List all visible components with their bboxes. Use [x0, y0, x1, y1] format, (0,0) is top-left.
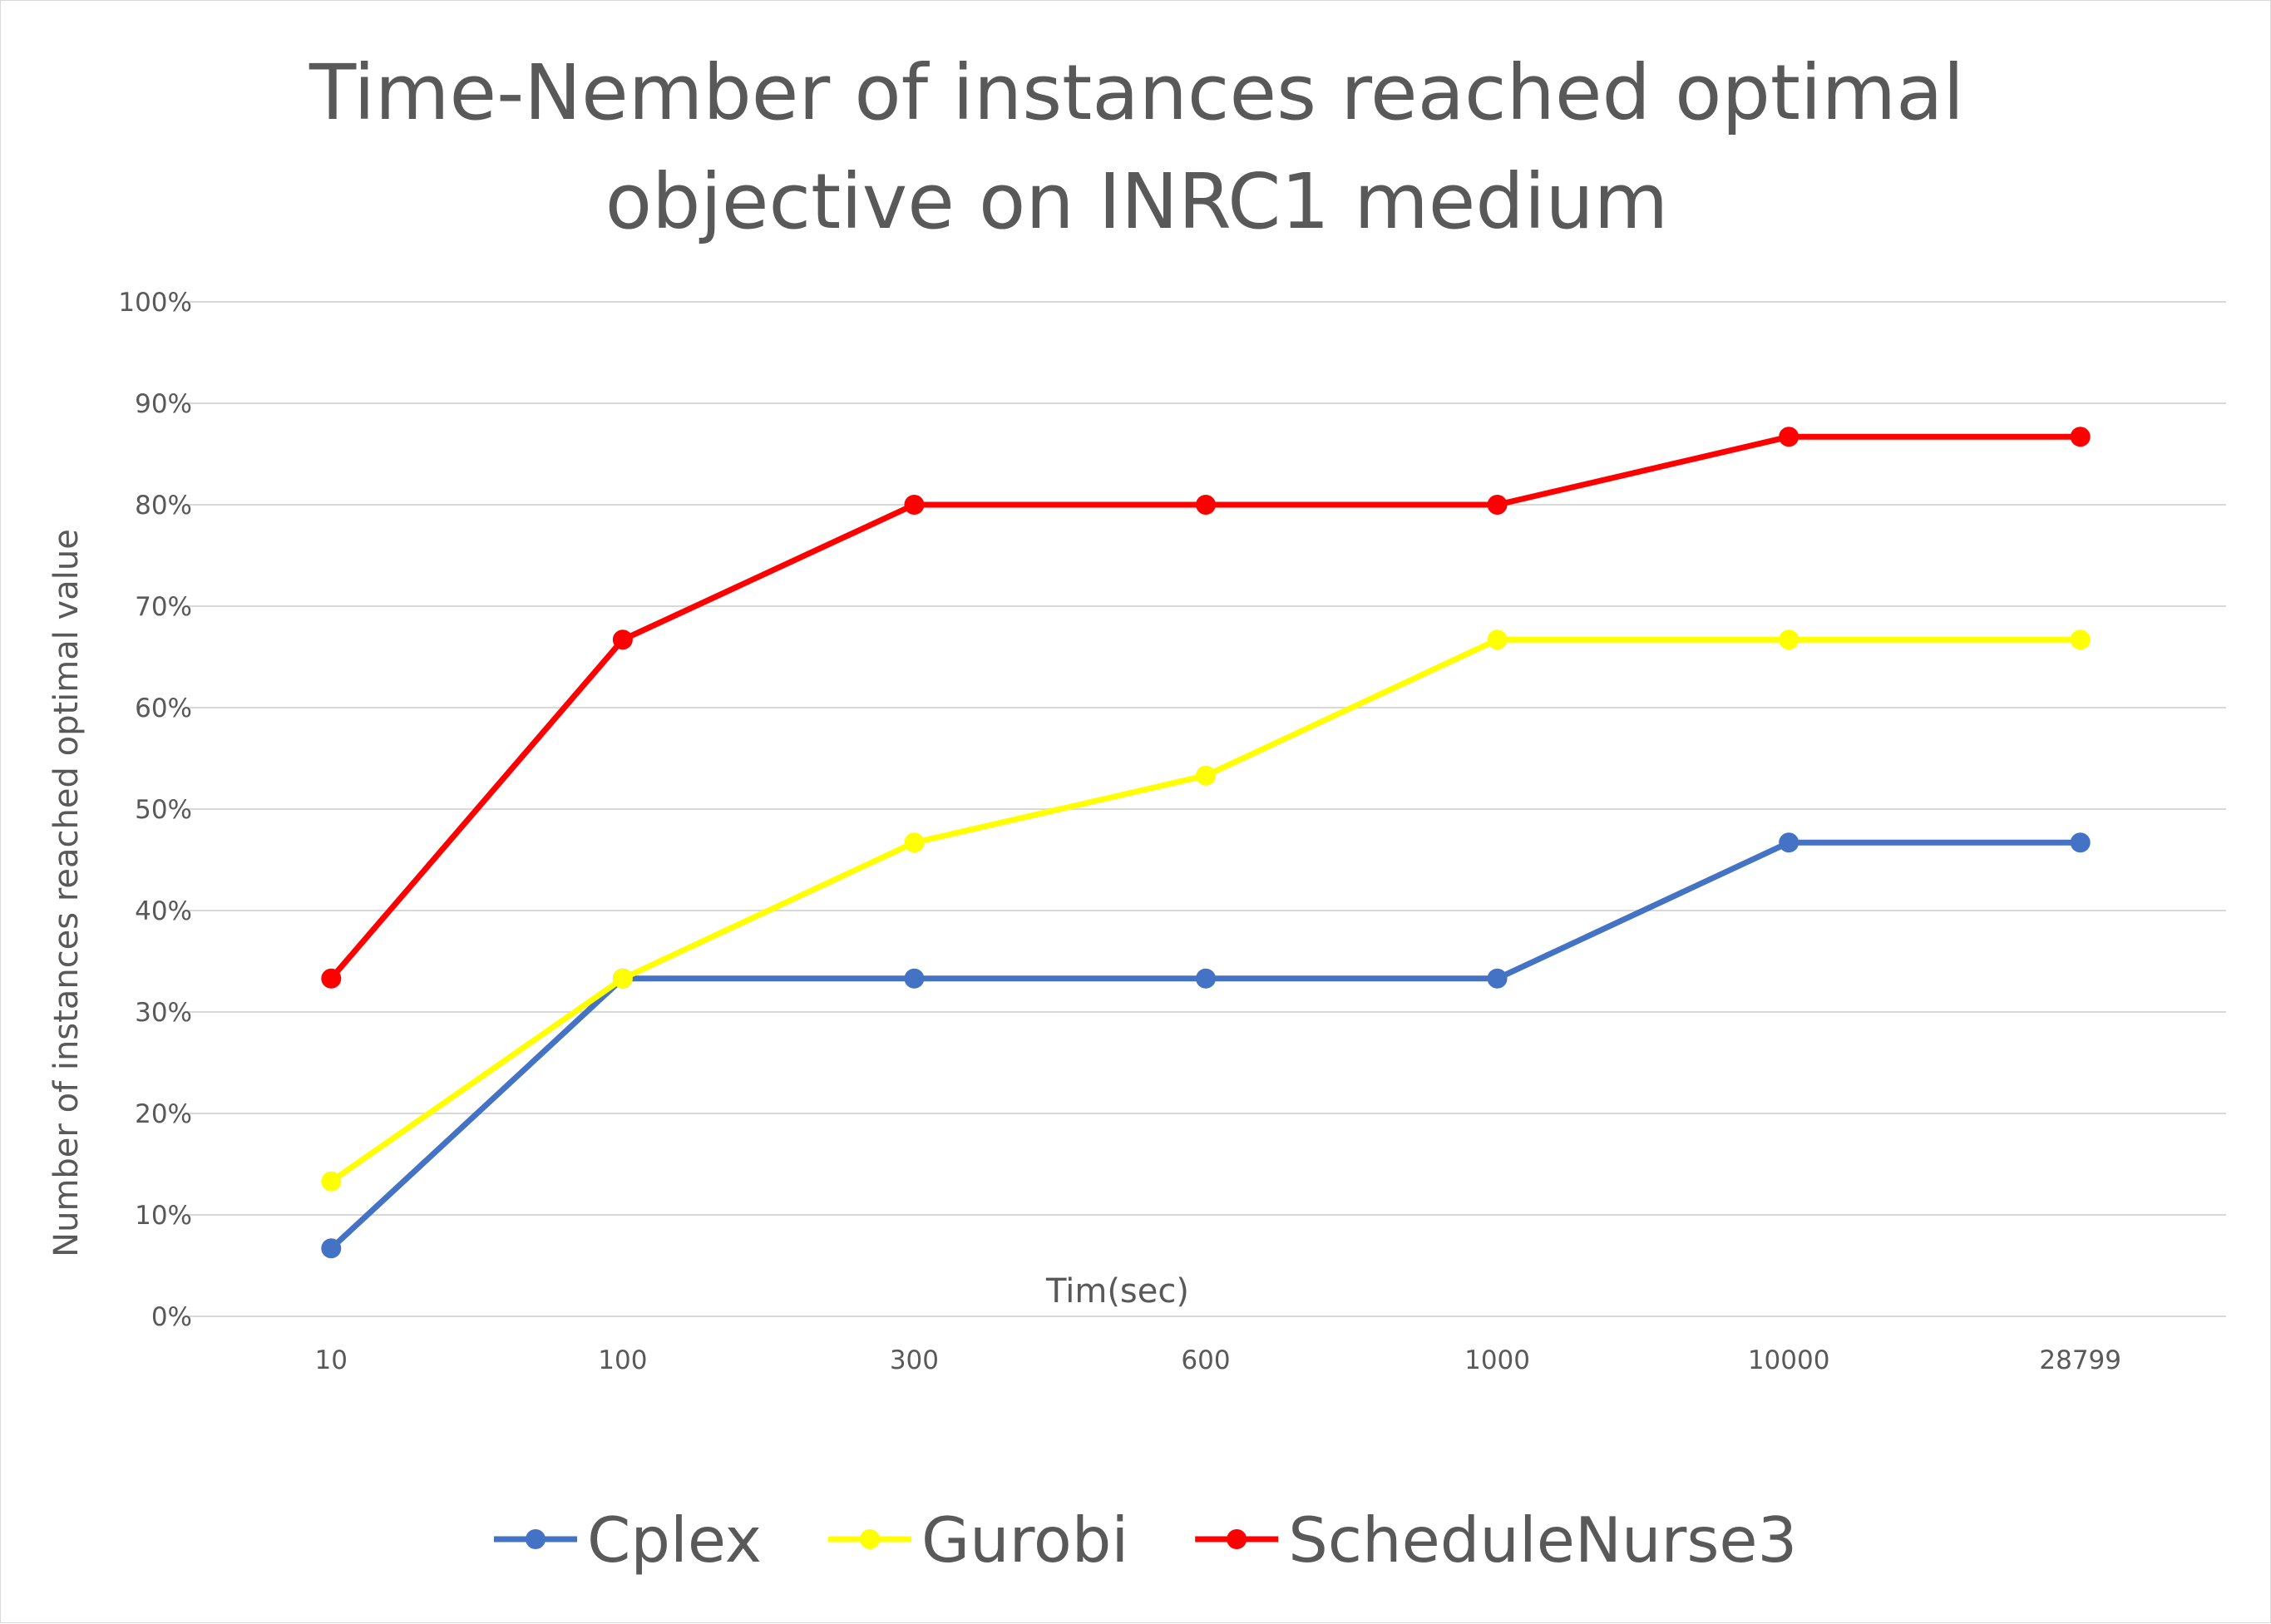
data-point — [612, 629, 633, 650]
legend-swatch-marker — [860, 1529, 881, 1549]
data-point — [2070, 832, 2091, 853]
y-tick-label: 80% — [135, 491, 192, 521]
data-point — [904, 495, 925, 515]
x-tick-label: 10 — [315, 1345, 348, 1375]
y-axis-ticks: 0% 10% 20% 30% 40% 50% 60% 70% 80% 90% 100% — [118, 288, 192, 1332]
x-tick-label: 300 — [890, 1345, 939, 1375]
chart-title-line-2: objective on INRC1 medium — [605, 157, 1669, 246]
legend-swatch-marker — [526, 1529, 546, 1549]
chart-title: Time-Nember of instances reached optimal… — [309, 48, 1964, 246]
legend-label: ScheduleNurse3 — [1288, 1503, 1797, 1577]
y-tick-label: 50% — [135, 795, 192, 825]
chart-title-line-1: Time-Nember of instances reached optimal — [309, 48, 1964, 137]
x-tick-label: 10000 — [1748, 1345, 1830, 1375]
data-point — [1487, 968, 1508, 989]
series-cplex — [321, 832, 2091, 1259]
data-point — [321, 1238, 342, 1259]
series-line — [328, 839, 2084, 1251]
gridlines — [185, 301, 2226, 1317]
legend-item-gurobi: Gurobi — [828, 1503, 1128, 1577]
data-point — [612, 968, 633, 989]
legend-item-cplex: Cplex — [494, 1503, 762, 1577]
data-point — [2070, 629, 2091, 650]
data-point — [1487, 495, 1508, 515]
y-tick-label: 100% — [118, 288, 192, 318]
x-tick-label: 600 — [1181, 1345, 1230, 1375]
y-tick-label: 90% — [135, 389, 192, 419]
x-tick-label: 28799 — [2039, 1345, 2121, 1375]
legend-label: Cplex — [587, 1503, 762, 1577]
series-lines — [321, 427, 2091, 1259]
data-point — [1779, 427, 1800, 447]
y-tick-label: 70% — [135, 592, 192, 622]
y-tick-label: 0% — [151, 1302, 192, 1332]
legend-label: Gurobi — [921, 1503, 1128, 1577]
data-point — [1779, 832, 1800, 853]
y-tick-label: 40% — [135, 896, 192, 926]
data-point — [321, 968, 342, 989]
data-point — [904, 832, 925, 853]
y-axis-title: Number of instances reached optimal valu… — [47, 529, 86, 1257]
legend-item-schedulenurse3: ScheduleNurse3 — [1195, 1503, 1797, 1577]
y-tick-label: 10% — [135, 1201, 192, 1231]
data-point — [1779, 629, 1800, 650]
legend-swatch-marker — [1227, 1529, 1247, 1549]
x-axis-ticks: 10 100 300 600 1000 10000 28799 — [315, 1345, 2121, 1375]
x-tick-label: 1000 — [1464, 1345, 1530, 1375]
series-gurobi — [321, 629, 2091, 1192]
data-point — [321, 1171, 342, 1192]
data-point — [1196, 968, 1216, 989]
series-schedulenurse3 — [321, 427, 2091, 989]
data-point — [1196, 495, 1216, 515]
x-axis-title: Tim(sec) — [1045, 1272, 1189, 1311]
data-point — [1487, 629, 1508, 650]
x-tick-label: 100 — [598, 1345, 647, 1375]
data-point — [904, 968, 925, 989]
data-point — [2070, 427, 2091, 447]
legend: Cplex Gurobi ScheduleNurse3 — [494, 1503, 1797, 1577]
data-point — [1196, 765, 1216, 786]
y-tick-label: 60% — [135, 694, 192, 723]
y-tick-label: 20% — [135, 1099, 192, 1129]
y-tick-label: 30% — [135, 998, 192, 1028]
